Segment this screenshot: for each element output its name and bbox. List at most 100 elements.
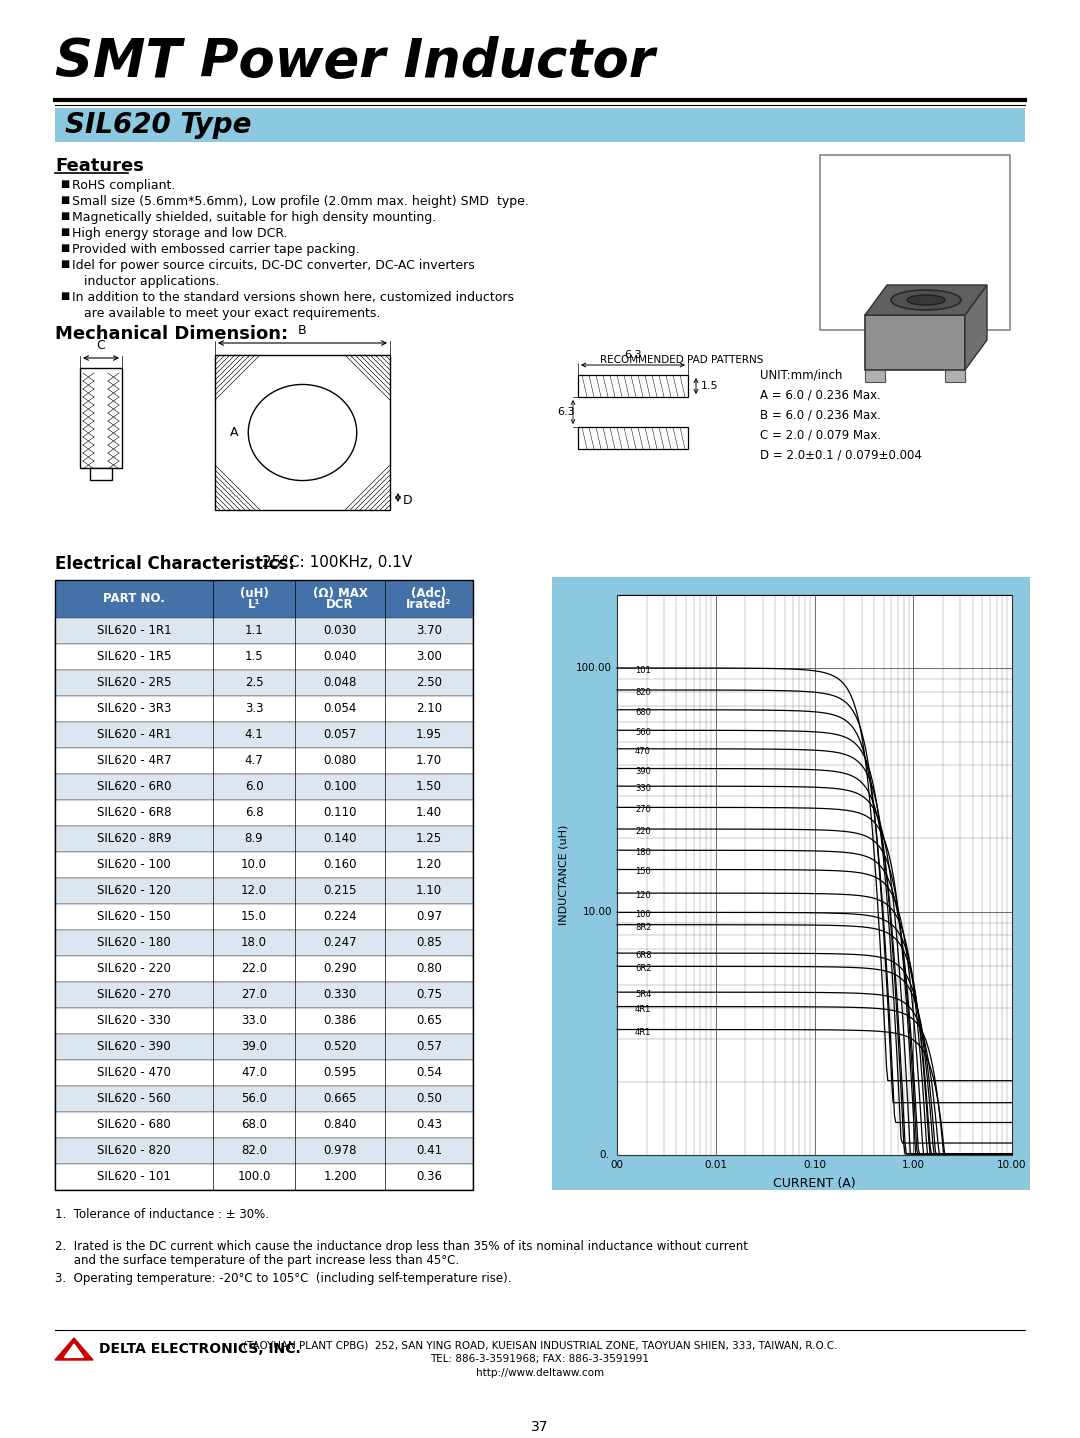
Bar [55,930,473,956]
Polygon shape [966,285,987,370]
Text: 0.840: 0.840 [323,1119,356,1132]
Text: B: B [298,324,307,336]
Text: SIL620 - 6R8: SIL620 - 6R8 [97,807,172,820]
Text: 82.0: 82.0 [241,1145,267,1158]
Text: ■: ■ [60,211,69,221]
Text: 8R2: 8R2 [635,923,651,932]
Text: 2.10: 2.10 [416,703,442,716]
Text: SIL620 - 390: SIL620 - 390 [97,1041,171,1054]
Bar [55,1163,473,1191]
Text: 0.140: 0.140 [323,833,356,846]
Text: 0.: 0. [599,1150,609,1160]
Text: 0.080: 0.080 [323,755,356,768]
Text: C: C [96,339,106,352]
Text: In addition to the standard versions shown here, customized inductors: In addition to the standard versions sho… [72,290,514,303]
Bar [617,595,1012,1155]
Text: 68.0: 68.0 [241,1119,267,1132]
Text: 0.01: 0.01 [704,1160,727,1171]
Text: TEL: 886-3-3591968; FAX: 886-3-3591991: TEL: 886-3-3591968; FAX: 886-3-3591991 [431,1355,649,1365]
Bar [215,355,390,510]
Bar [55,580,473,1191]
Text: 1.40: 1.40 [416,807,442,820]
Text: SIL620 Type: SIL620 Type [65,111,252,139]
Text: 0.054: 0.054 [323,703,356,716]
Text: 0.43: 0.43 [416,1119,442,1132]
Text: 6.3: 6.3 [624,349,642,360]
Text: ■: ■ [60,196,69,206]
Text: Electrical Characteristics:: Electrical Characteristics: [55,555,295,572]
Text: 560: 560 [635,728,651,738]
Text: 00: 00 [610,1160,623,1171]
Text: SIL620 - 820: SIL620 - 820 [97,1145,171,1158]
Text: 0.75: 0.75 [416,988,442,1001]
Bar [55,722,473,748]
Text: 0.330: 0.330 [323,988,356,1001]
Bar [55,670,473,696]
Polygon shape [865,285,987,315]
Text: 39.0: 39.0 [241,1041,267,1054]
Text: (Ω) MAX: (Ω) MAX [312,588,367,601]
Text: 0.386: 0.386 [323,1014,356,1028]
Text: 0.978: 0.978 [323,1145,356,1158]
Text: 12.0: 12.0 [241,884,267,897]
Bar [55,1112,473,1137]
Text: ■: ■ [60,243,69,253]
Text: SIL620 - 150: SIL620 - 150 [97,910,171,923]
Text: SIL620 - 101: SIL620 - 101 [97,1171,171,1183]
Text: 47.0: 47.0 [241,1067,267,1080]
Text: 470: 470 [635,746,651,756]
Text: 0.595: 0.595 [323,1067,356,1080]
Text: 1.50: 1.50 [416,781,442,794]
Text: 0.50: 0.50 [416,1093,442,1106]
Text: 101: 101 [635,666,651,674]
Bar [55,696,473,722]
Text: 1.70: 1.70 [416,755,442,768]
Polygon shape [55,1337,93,1360]
Text: 22.0: 22.0 [241,962,267,975]
Bar [945,370,966,383]
Text: Mechanical Dimension:: Mechanical Dimension: [55,325,288,344]
Text: SIL620 - 470: SIL620 - 470 [97,1067,171,1080]
Text: 1.5: 1.5 [701,381,718,391]
Text: 15.0: 15.0 [241,910,267,923]
Text: 10.00: 10.00 [582,906,612,916]
Text: SIL620 - 680: SIL620 - 680 [97,1119,171,1132]
Bar [55,618,473,644]
Bar [55,800,473,825]
Text: 0.57: 0.57 [416,1041,442,1054]
Polygon shape [65,1345,83,1357]
Text: 0.54: 0.54 [416,1067,442,1080]
Text: SIL620 - 220: SIL620 - 220 [97,962,171,975]
Text: 0.048: 0.048 [323,676,356,689]
Text: 3.3: 3.3 [245,703,264,716]
Bar [55,982,473,1008]
Text: Idel for power source circuits, DC-DC converter, DC-AC inverters: Idel for power source circuits, DC-DC co… [72,259,475,272]
Bar [55,748,473,774]
Text: 180: 180 [635,848,651,857]
Text: 0.10: 0.10 [804,1160,826,1171]
Text: SIL620 - 4R7: SIL620 - 4R7 [97,755,172,768]
Text: SIL620 - 1R1: SIL620 - 1R1 [97,624,172,637]
Bar [90,467,112,480]
Bar [578,375,688,397]
Text: 8.9: 8.9 [245,833,264,846]
Text: DELTA ELECTRONICS, INC.: DELTA ELECTRONICS, INC. [99,1342,300,1356]
Text: 0.040: 0.040 [323,650,356,663]
Bar [55,1034,473,1060]
Text: 1.20: 1.20 [416,858,442,871]
Text: 150: 150 [635,867,651,877]
Text: L¹: L¹ [247,598,260,611]
Text: 0.41: 0.41 [416,1145,442,1158]
Text: 120: 120 [635,892,651,900]
Text: 5R4: 5R4 [635,991,651,999]
Text: 0.85: 0.85 [416,936,442,949]
Text: ■: ■ [60,290,69,301]
Text: 10.00: 10.00 [997,1160,1027,1171]
Text: ■: ■ [60,259,69,269]
Bar [55,879,473,905]
Text: are available to meet your exact requirements.: are available to meet your exact require… [72,306,380,321]
Text: 680: 680 [635,707,651,716]
Text: 2.5: 2.5 [245,676,264,689]
Text: 3.00: 3.00 [416,650,442,663]
Text: SIL620 - 120: SIL620 - 120 [97,884,171,897]
